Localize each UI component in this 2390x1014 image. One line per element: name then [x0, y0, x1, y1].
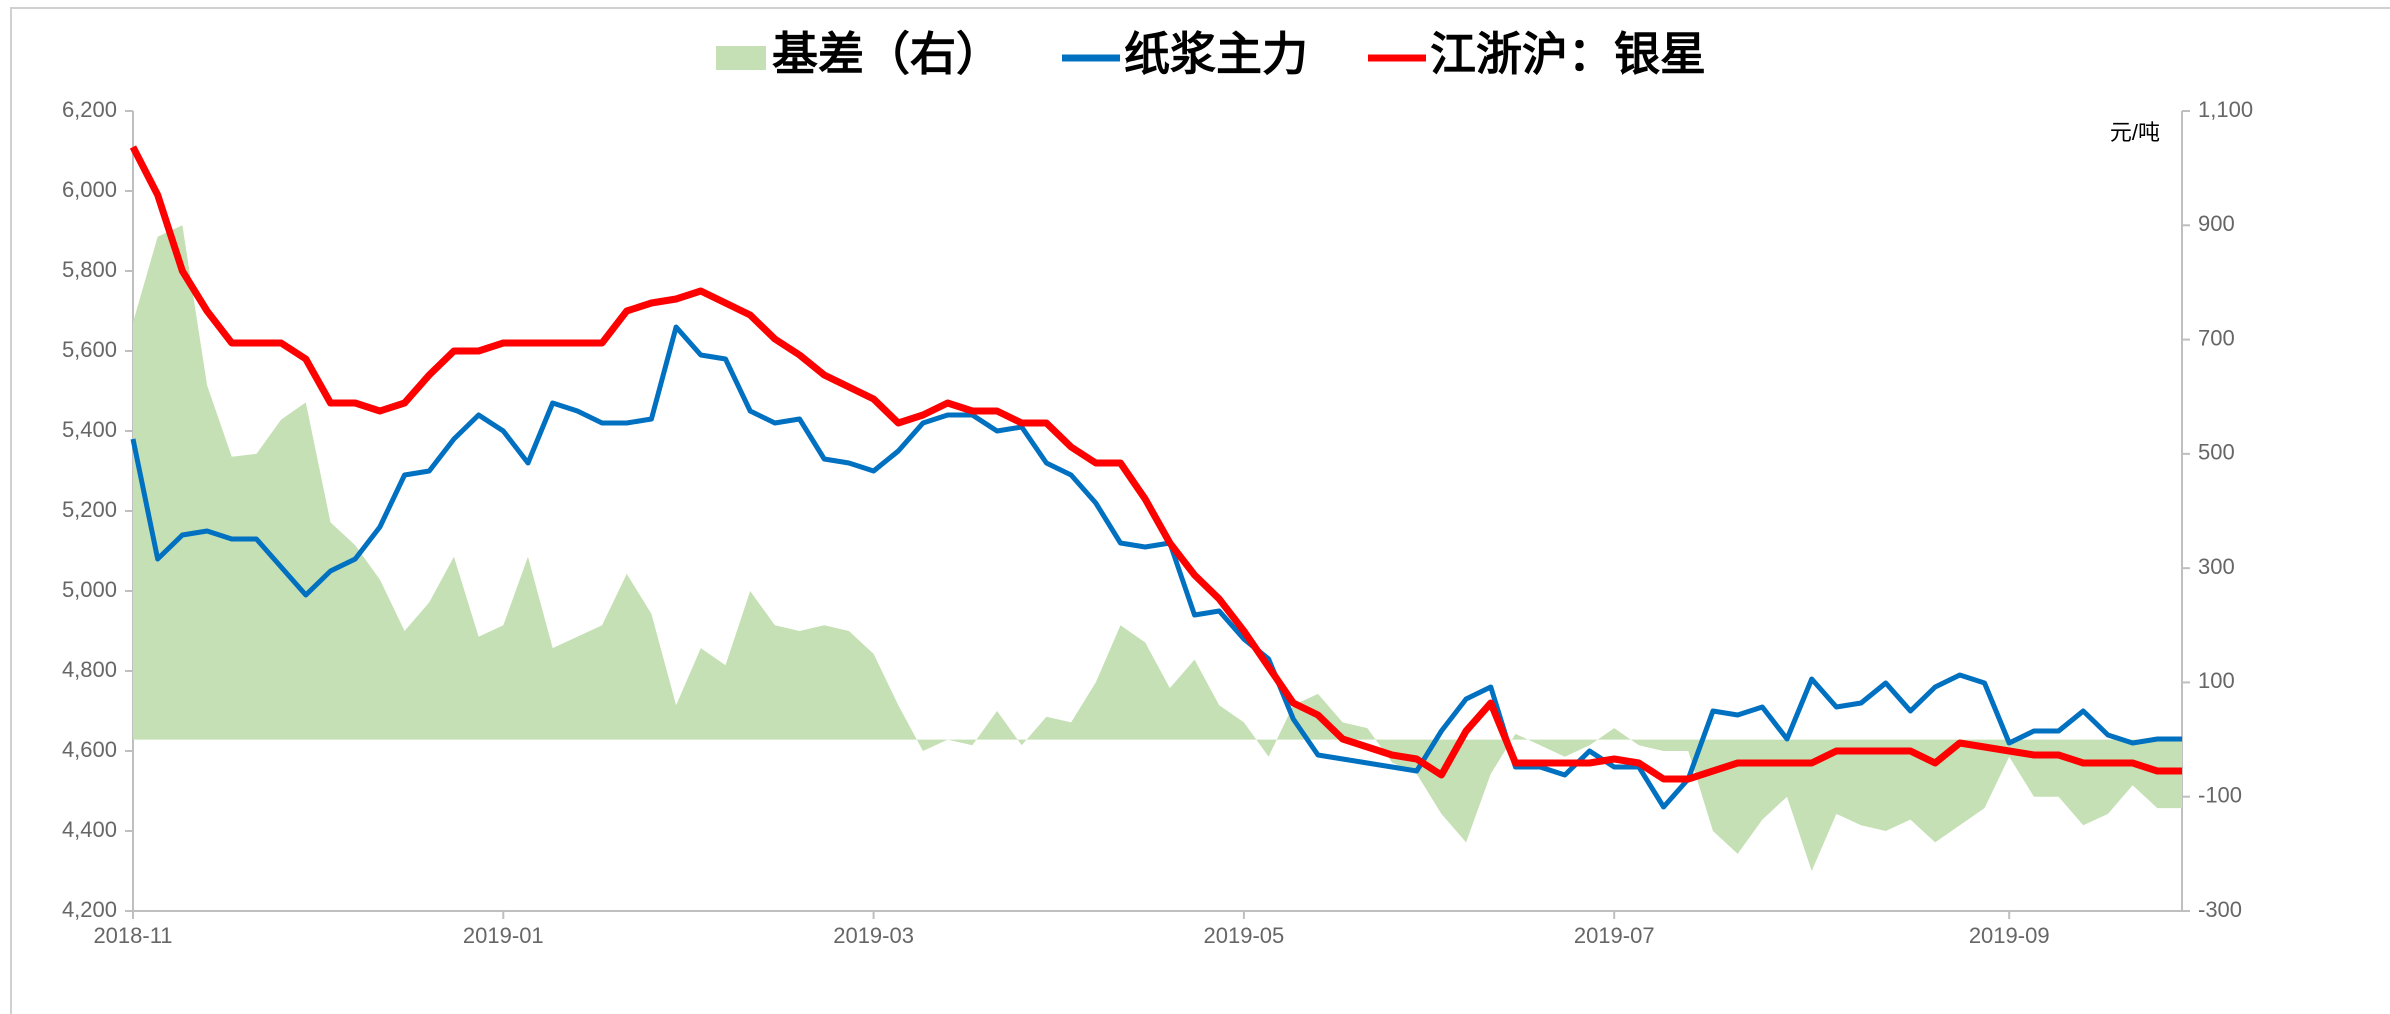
legend-swatch — [716, 46, 766, 70]
y-tick-label: 4,600 — [62, 737, 117, 762]
chart-frame — [10, 7, 2390, 1014]
y2-tick-label: 900 — [2198, 211, 2235, 236]
y-tick-label: 4,800 — [62, 657, 117, 682]
x-tick-label: 2019-09 — [1969, 923, 2050, 948]
y-tick-label: 5,800 — [62, 257, 117, 282]
basis-area — [133, 225, 2182, 872]
y2-axis-unit: 元/吨 — [2110, 120, 2160, 145]
x-tick-label: 2019-07 — [1574, 923, 1655, 948]
y-tick-label: 6,000 — [62, 177, 117, 202]
y2-tick-label: 100 — [2198, 668, 2235, 693]
legend-label: 基差（右） — [772, 28, 1002, 80]
y2-tick-label: 500 — [2198, 440, 2235, 465]
x-tick-label: 2019-01 — [463, 923, 544, 948]
legend-label: 纸浆主力 — [1124, 28, 1308, 80]
x-tick-label: 2019-03 — [833, 923, 914, 948]
legend-label: 江浙沪：银星 — [1430, 28, 1706, 80]
series-line — [130, 324, 2182, 810]
y2-tick-label: -300 — [2198, 897, 2242, 922]
y-tick-label: 5,400 — [62, 417, 117, 442]
y-tick-label: 5,200 — [62, 497, 117, 522]
series-line — [129, 145, 2182, 783]
x-tick-label: 2018-11 — [93, 923, 172, 948]
y-tick-label: 6,200 — [62, 97, 117, 122]
x-tick-label: 2019-05 — [1204, 923, 1285, 948]
y2-tick-label: 700 — [2198, 325, 2235, 350]
y-tick-label: 4,400 — [62, 817, 117, 842]
y-tick-label: 5,600 — [62, 337, 117, 362]
y-tick-label: 4,200 — [62, 897, 117, 922]
y2-tick-label: 300 — [2198, 554, 2235, 579]
y2-tick-label: -100 — [2198, 783, 2242, 808]
y2-tick-label: 1,100 — [2198, 97, 2253, 122]
y-tick-label: 5,000 — [62, 577, 117, 602]
